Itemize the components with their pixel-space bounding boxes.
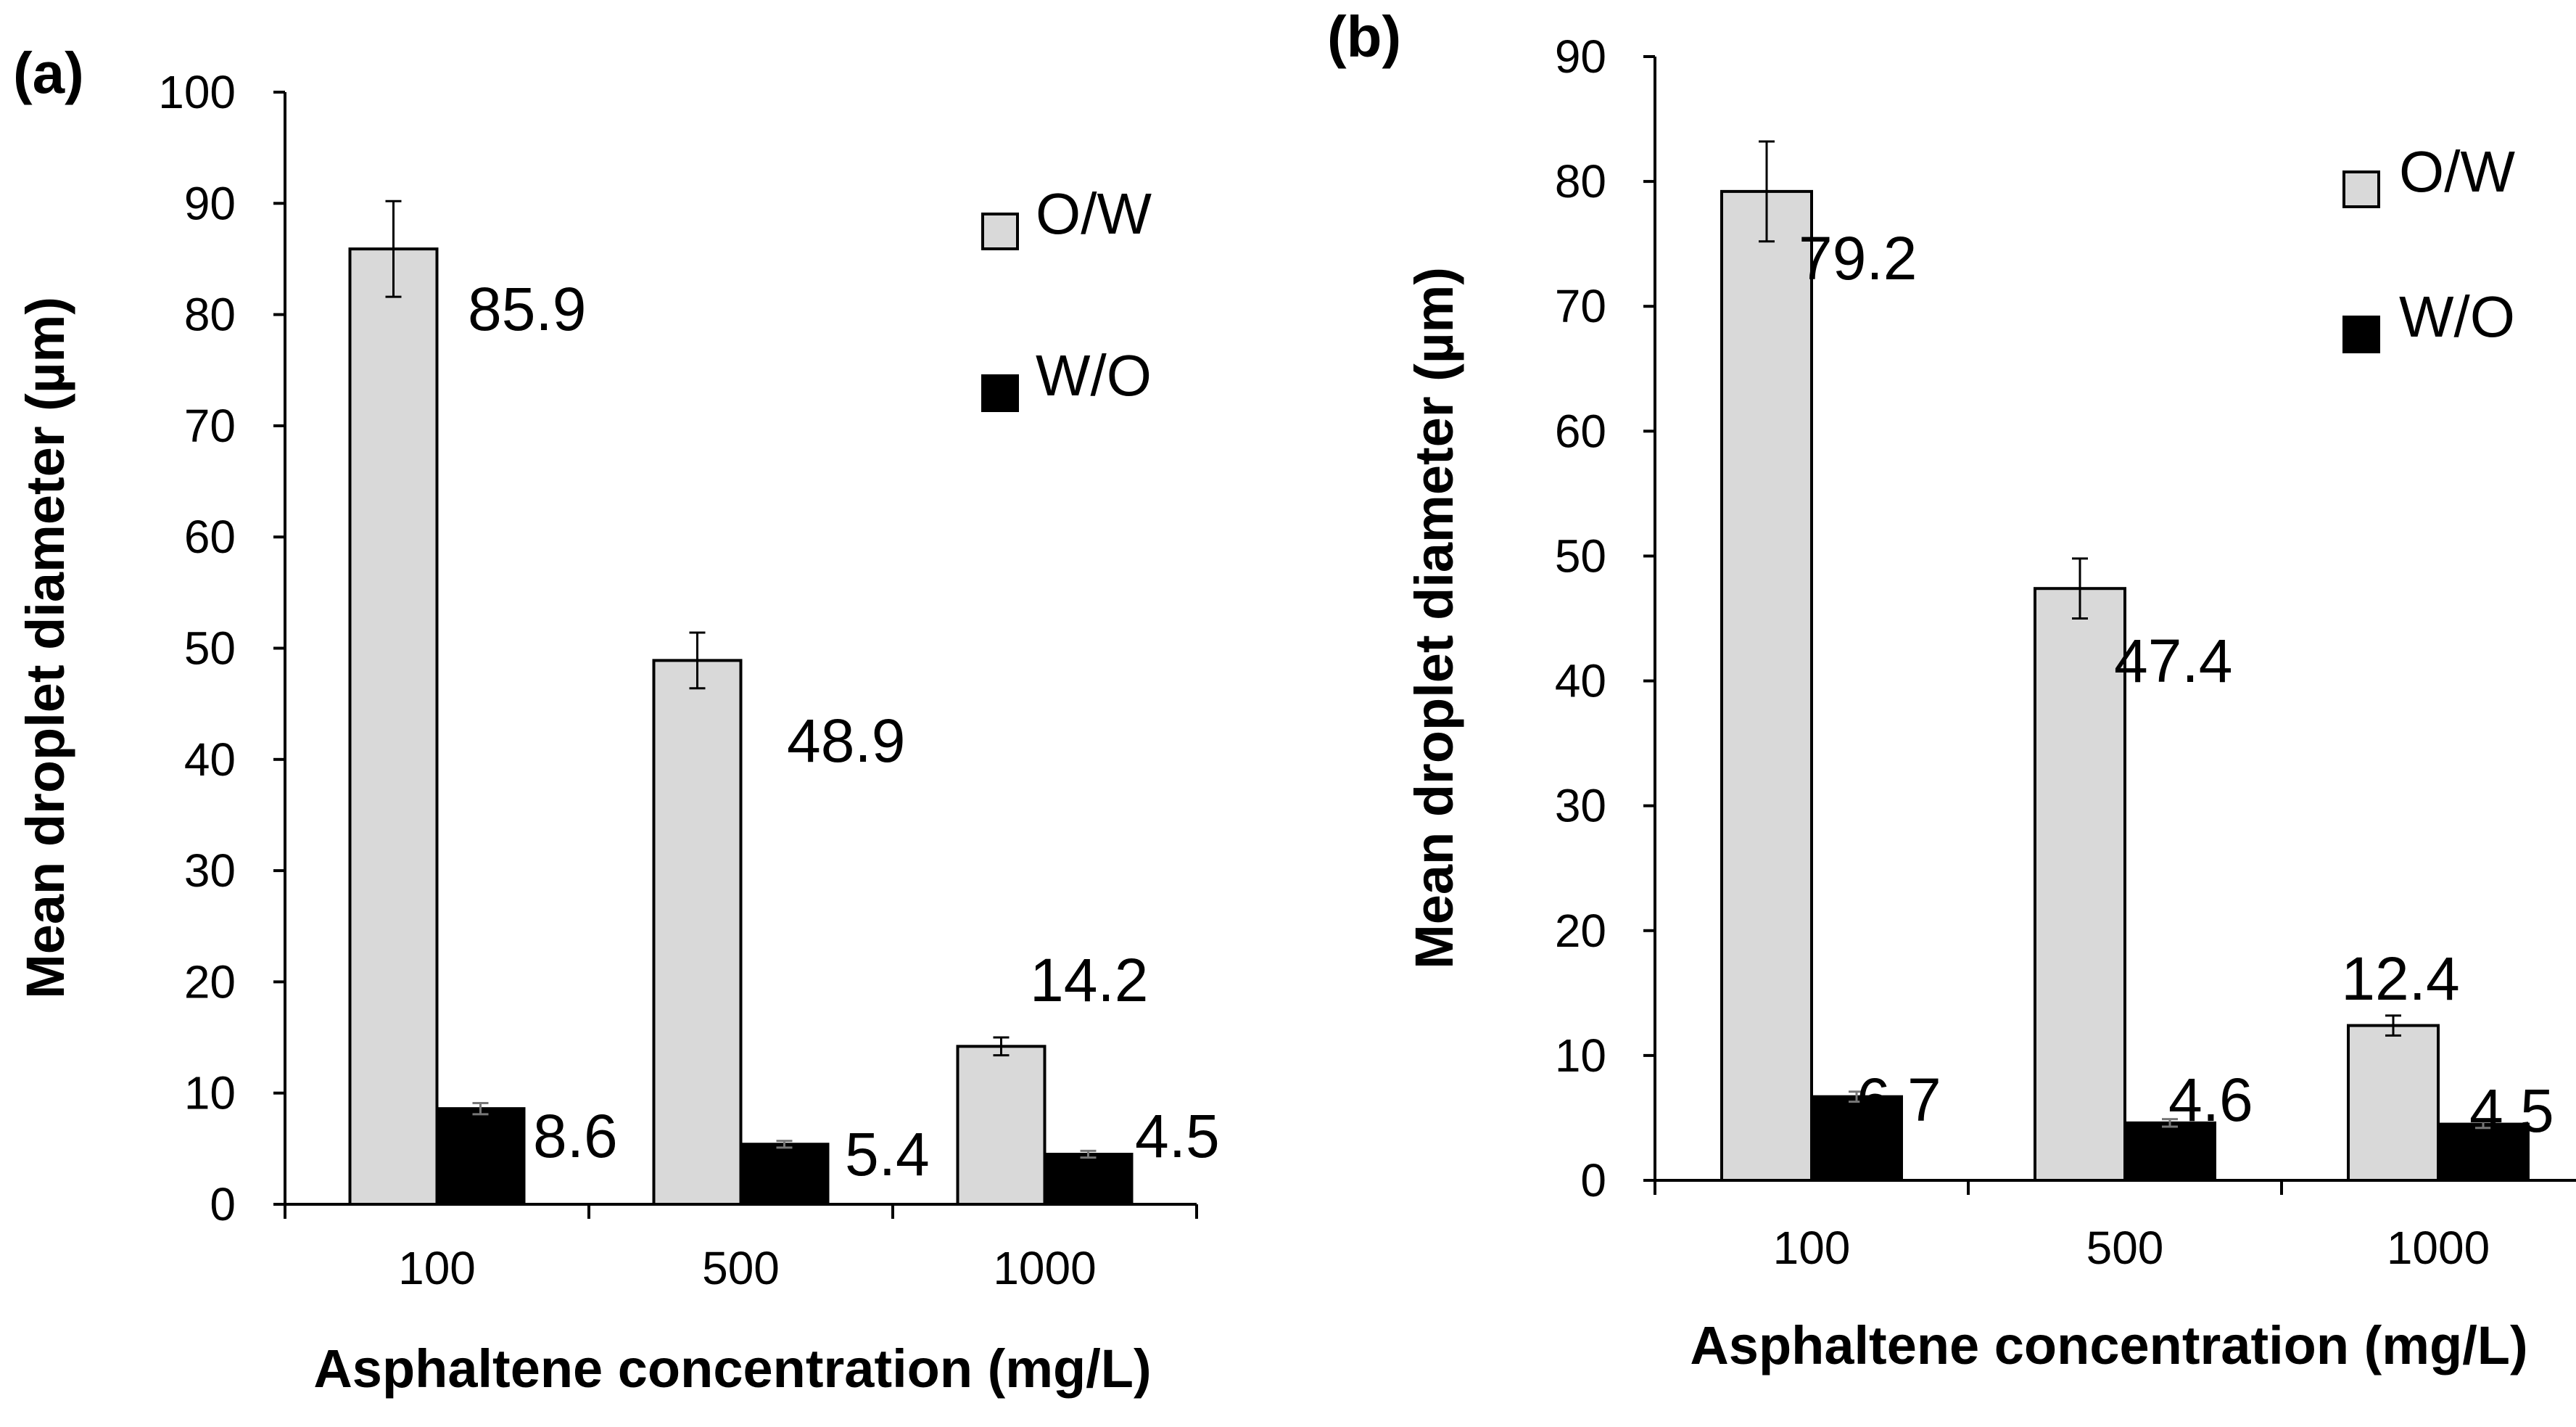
panel-a-legend-swatch-wo [981, 374, 1019, 412]
panel-a-y-tick-label: 90 [184, 177, 236, 229]
panel-a-ow-bar-100 [348, 247, 439, 1206]
panel-a-data-label: 5.4 [845, 1120, 930, 1188]
panel-b-ow-bar-1000 [2347, 1024, 2440, 1183]
panel-a-y-tick-label: 70 [184, 400, 236, 452]
panel-a-x-tick-label: 100 [398, 1242, 476, 1294]
panel-b-legend-swatch-ow [2342, 170, 2380, 208]
panel-b-data-label: 12.4 [2341, 945, 2460, 1013]
panel-b-y-tick-label: 10 [1555, 1029, 1606, 1082]
panel-a-wo-bar-100 [435, 1107, 526, 1206]
panel-a-x-tick-label: 1000 [993, 1242, 1096, 1294]
panel-b-y-tick-label: 90 [1555, 30, 1606, 83]
panel-b-y-tick-label: 80 [1555, 155, 1606, 207]
panel-b-x-tick-label: 1000 [2387, 1222, 2490, 1274]
panel-a-y-tick-label: 0 [210, 1178, 236, 1230]
panel-b-y-tick-label: 70 [1555, 280, 1606, 332]
panel-b-data-label: 6.7 [1857, 1066, 1941, 1134]
panel-b-ow-bar-500 [2034, 587, 2126, 1182]
panel-a-legend-label-wo: W/O [1036, 343, 1152, 408]
panel-a-y-tick-label: 50 [184, 622, 236, 675]
panel-b-x-axis-title: Asphaltene concentration (mg/L) [1690, 1315, 2527, 1375]
panel-a-x-tick-label: 500 [702, 1242, 780, 1294]
panel-a-wo-bar-500 [739, 1143, 830, 1206]
panel-a-data-label: 14.2 [1030, 946, 1149, 1014]
panel-b-y-tick-label: 0 [1580, 1154, 1606, 1206]
panel-a-y-tick-label: 100 [158, 66, 236, 118]
panel-b-wo-bar-500 [2123, 1121, 2216, 1182]
panel-a-label: (a) [13, 41, 84, 105]
panel-b-data-label: 47.4 [2114, 627, 2233, 695]
panel-b-y-tick-label: 40 [1555, 655, 1606, 707]
panel-a-data-label: 48.9 [787, 707, 906, 775]
panel-a-y-tick-label: 10 [184, 1067, 236, 1119]
panel-b-y-tick-label: 50 [1555, 530, 1606, 582]
panel-a-y-tick-label: 30 [184, 844, 236, 897]
panel-a-y-tick-label: 80 [184, 289, 236, 341]
panel-b-x-tick-label: 100 [1773, 1222, 1851, 1274]
panel-a-y-tick-label: 60 [184, 511, 236, 563]
panel-a-y-axis-title: Mean droplet diameter (µm) [15, 297, 75, 999]
panel-a-legend-swatch-ow [981, 213, 1019, 250]
panel-a-y-tick-label: 40 [184, 733, 236, 786]
panel-b-x-tick-label: 500 [2086, 1222, 2164, 1274]
panel-a-wo-bar-1000 [1043, 1153, 1134, 1206]
panel-b-y-axis-title: Mean droplet diameter (µm) [1404, 267, 1464, 969]
panel-a-data-label: 85.9 [468, 275, 587, 343]
panel-a-data-label: 8.6 [533, 1102, 618, 1170]
panel-b-y-tick-label: 60 [1555, 405, 1606, 457]
panel-b-y-tick-label: 20 [1555, 905, 1606, 957]
panel-a-data-label: 4.5 [1135, 1102, 1220, 1170]
panel-b-data-label: 79.2 [1799, 224, 1917, 292]
panel-a-ow-bar-1000 [956, 1045, 1046, 1206]
panel-b-label: (b) [1327, 4, 1401, 69]
panel-b-legend-label-ow: O/W [2399, 139, 2515, 204]
panel-b-wo-bar-100 [1810, 1095, 1903, 1182]
panel-b-data-label: 4.6 [2168, 1066, 2253, 1134]
panel-a-legend-label-ow: O/W [1036, 181, 1152, 246]
panel-b-wo-bar-1000 [2437, 1122, 2530, 1183]
panel-a-x-axis-title: Asphaltene concentration (mg/L) [313, 1338, 1151, 1399]
panel-a-ow-bar-500 [652, 659, 743, 1206]
panel-b-y-tick-label: 30 [1555, 780, 1606, 832]
panel-b-legend-swatch-wo [2342, 316, 2380, 353]
panel-b-ow-bar-100 [1720, 189, 1813, 1182]
panel-b-data-label: 4.5 [2469, 1077, 2554, 1145]
panel-a-y-tick-label: 20 [184, 955, 236, 1008]
panel-b-legend-label-wo: W/O [2399, 284, 2515, 349]
